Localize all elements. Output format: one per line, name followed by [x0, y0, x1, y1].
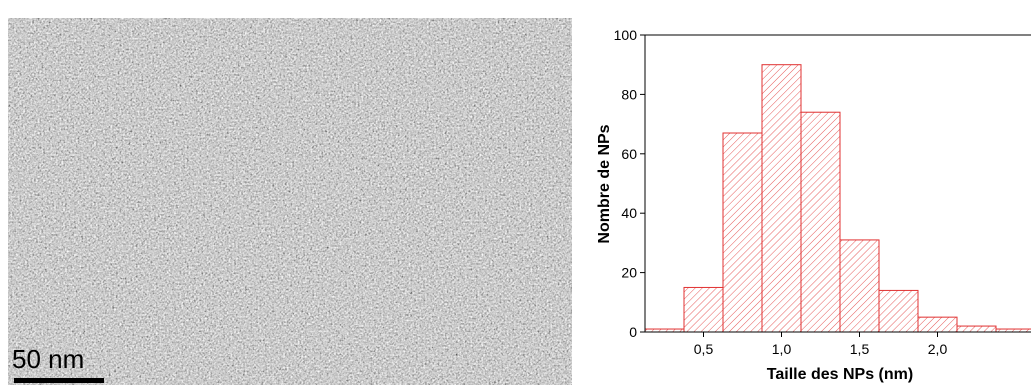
y-axis-label: Nombre de NPs	[596, 124, 613, 243]
bar	[878, 289, 919, 333]
x-tick-label: 1,0	[772, 341, 792, 357]
y-tick-label: 100	[614, 27, 638, 43]
x-axis-label: Taille des NPs (nm)	[767, 366, 913, 383]
scale-bar	[14, 378, 104, 383]
bar	[917, 316, 958, 333]
x-tick-label: 2,0	[928, 341, 948, 357]
bar	[800, 111, 841, 333]
y-tick-label: 0	[629, 324, 637, 340]
y-tick-label: 80	[621, 86, 637, 102]
bar	[839, 239, 880, 333]
y-tick-label: 40	[621, 205, 637, 221]
scale-label: 50 nm	[12, 344, 84, 374]
y-tick-label: 60	[621, 146, 637, 162]
bar	[761, 64, 802, 333]
bars	[645, 64, 1031, 333]
bar	[683, 286, 724, 333]
tem-image	[8, 18, 572, 385]
bar	[722, 132, 763, 333]
bar	[956, 325, 997, 333]
y-tick-label: 20	[621, 265, 637, 281]
micrograph: 50 nm	[8, 18, 572, 385]
x-tick-label: 0,5	[694, 341, 714, 357]
x-tick-label: 1,5	[850, 341, 870, 357]
histogram-chart: Taille des NPs (nm) Nombre de NPs 0 20 40 6…	[596, 27, 1031, 383]
